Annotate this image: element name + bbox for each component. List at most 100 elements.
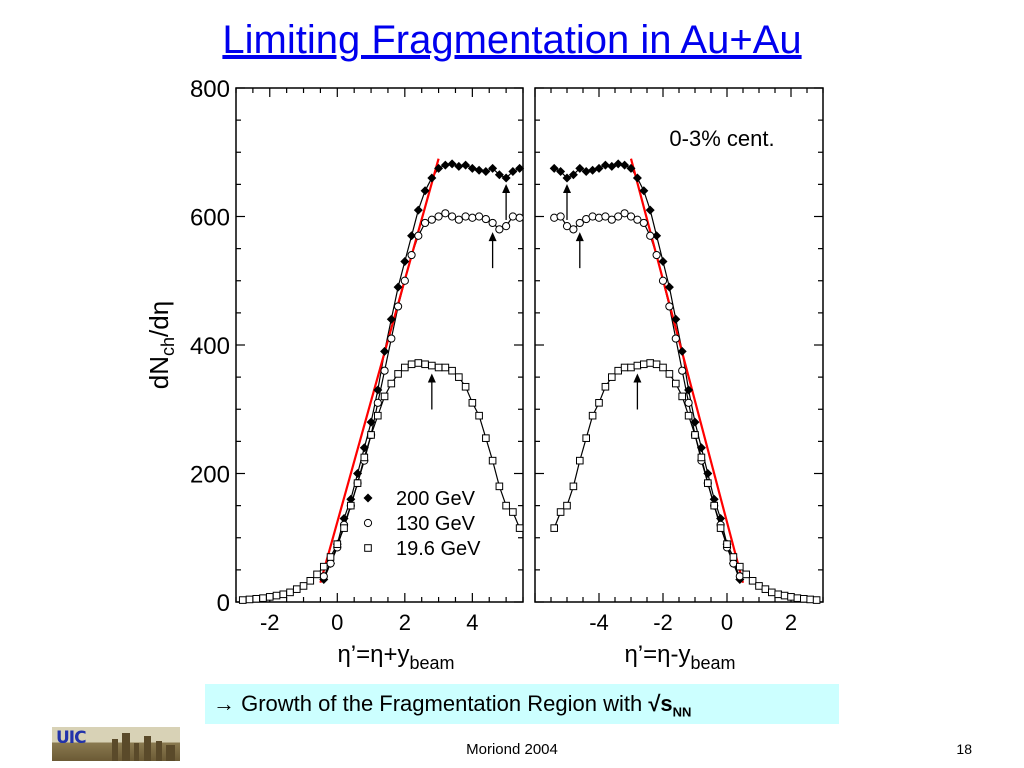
data-point — [245, 595, 254, 604]
data-point — [508, 167, 518, 177]
data-point — [393, 282, 403, 292]
data-point — [468, 213, 477, 222]
data-point — [238, 596, 247, 604]
data-point — [761, 585, 770, 593]
y-tick-label: 800 — [190, 76, 230, 103]
data-point — [620, 160, 630, 170]
data-point — [729, 559, 738, 568]
data-point — [461, 212, 470, 221]
data-point — [447, 159, 457, 169]
data-point — [563, 501, 571, 510]
data-point — [550, 524, 559, 532]
data-point — [394, 370, 402, 378]
data-point — [509, 508, 517, 516]
data-point — [347, 501, 355, 510]
data-point — [363, 518, 373, 528]
data-point — [407, 360, 416, 369]
data-point — [556, 167, 566, 177]
fit-curve — [554, 212, 741, 577]
data-point — [502, 501, 510, 510]
data-point — [684, 398, 693, 407]
page-number: 18 — [956, 741, 972, 757]
legend: 200 GeV 130 GeV 19.6 GeV — [363, 488, 481, 560]
data-point — [420, 218, 430, 228]
data-point — [353, 479, 362, 487]
data-point — [373, 385, 383, 395]
data-point — [800, 594, 808, 603]
data-point — [407, 231, 417, 241]
arrow-head — [502, 183, 511, 193]
data-point — [400, 276, 409, 285]
data-point — [704, 479, 712, 487]
data-point — [380, 366, 389, 375]
data-point — [326, 559, 335, 568]
chart: 0 200 400 600 800 dNch/dη -2 0 2 4 -4 -2 0 2 0-3% … — [144, 76, 824, 673]
data-point — [755, 582, 763, 590]
data-point — [569, 225, 578, 234]
legend-label: 130 GeV — [396, 513, 476, 535]
data-point — [549, 163, 559, 173]
data-point — [265, 593, 274, 601]
y-axis-label-sub: ch — [158, 337, 178, 356]
data-point — [393, 302, 403, 311]
data-point — [461, 382, 470, 391]
data-point — [652, 231, 662, 241]
data-point — [333, 540, 342, 548]
data-point — [658, 256, 668, 266]
data-point — [299, 582, 308, 590]
slide-title: Limiting Fragmentation in Au+Au — [222, 18, 802, 62]
data-point — [380, 392, 389, 401]
data-point — [575, 218, 584, 228]
data-point — [279, 590, 288, 599]
data-point — [488, 163, 498, 173]
data-point — [646, 231, 655, 240]
data-point — [703, 469, 713, 478]
data-point — [339, 513, 349, 523]
data-point — [768, 588, 776, 597]
y-axis-label: dNch/dη — [144, 301, 178, 389]
data-point — [671, 314, 681, 324]
data-point — [684, 385, 694, 395]
data-point — [441, 363, 450, 372]
data-point — [373, 398, 382, 407]
data-point — [359, 443, 369, 453]
x-tick-label: 2 — [399, 610, 411, 635]
data-point — [671, 334, 680, 343]
x-axis-label-left: η’=η+ybeam — [337, 641, 454, 673]
panel-right: -4 -2 0 2 — [534, 87, 824, 635]
uic-logo: UIC — [52, 727, 180, 761]
x-tick-label: -2 — [260, 610, 280, 635]
data-point — [420, 186, 430, 196]
data-point — [645, 205, 655, 215]
data-point — [646, 359, 655, 367]
data-point — [716, 513, 726, 523]
data-point — [501, 173, 511, 183]
data-point — [710, 501, 719, 510]
data-point — [340, 524, 348, 532]
y-tick-label: 200 — [190, 462, 230, 489]
y-axis-label-main: dN — [144, 356, 174, 389]
data-point — [427, 215, 436, 224]
data-point — [556, 212, 565, 221]
data-point — [595, 399, 603, 407]
data-point — [620, 363, 629, 372]
arrow-head — [575, 232, 584, 242]
data-point — [659, 363, 667, 372]
data-point — [319, 572, 328, 581]
arrow-head — [563, 183, 571, 193]
data-point — [387, 379, 396, 388]
data-point — [286, 588, 294, 597]
data-point — [363, 493, 373, 503]
data-point — [729, 553, 738, 561]
data-point — [672, 379, 680, 388]
data-point — [652, 360, 661, 369]
data-point — [601, 382, 610, 391]
data-point — [626, 212, 636, 221]
arrow-head — [427, 373, 436, 383]
data-point — [508, 212, 517, 221]
data-point — [640, 360, 648, 369]
data-point — [665, 370, 674, 378]
data-point — [633, 215, 642, 224]
callout-sub: NN — [672, 704, 692, 720]
data-point — [252, 594, 261, 603]
